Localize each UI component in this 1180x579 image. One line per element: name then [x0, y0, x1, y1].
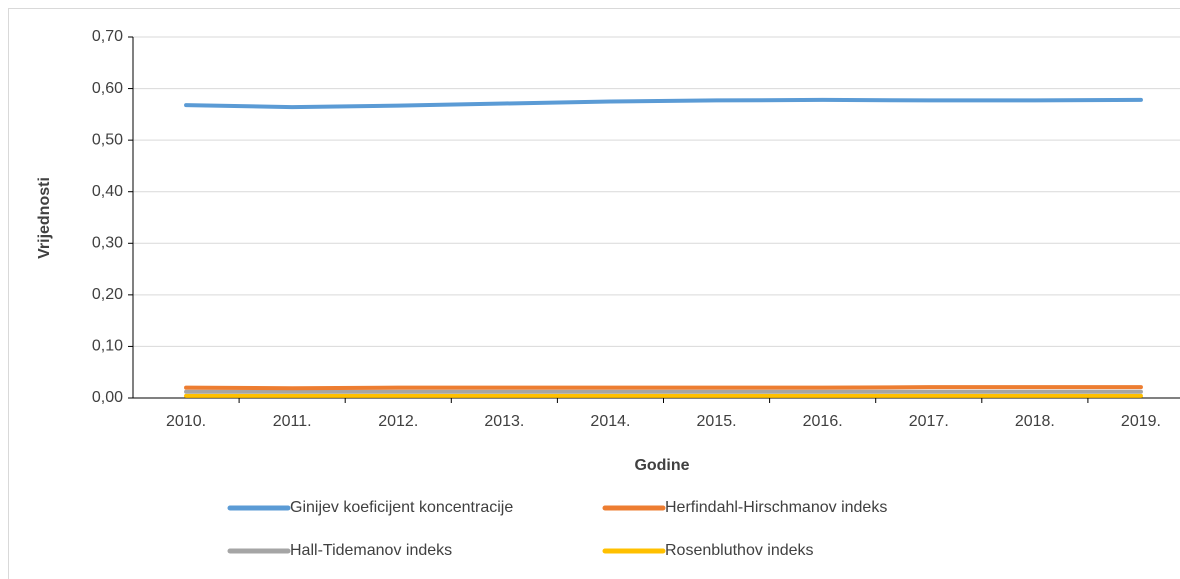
legend-label: Herfindahl-Hirschmanov indeks	[665, 499, 887, 516]
x-tick-label: 2010.	[166, 413, 206, 430]
y-tick-label: 0,00	[92, 389, 123, 406]
x-tick-label: 2016.	[803, 413, 843, 430]
x-tick-label: 2015.	[697, 413, 737, 430]
x-tick-label: 2013.	[484, 413, 524, 430]
legend-label: Hall-Tidemanov indeks	[290, 542, 452, 559]
y-tick-label: 0,60	[92, 80, 123, 97]
y-tick-label: 0,20	[92, 286, 123, 303]
y-tick-label: 0,70	[92, 28, 123, 45]
x-tick-label: 2018.	[1015, 413, 1055, 430]
x-tick-label: 2014.	[590, 413, 630, 430]
x-tick-label: 2011.	[273, 413, 312, 430]
series-line	[184, 97, 1143, 110]
x-tick-label: 2012.	[378, 413, 418, 430]
y-tick-label: 0,30	[92, 235, 123, 252]
y-tick-label: 0,40	[92, 183, 123, 200]
x-axis-label: Godine	[634, 457, 689, 474]
y-tick-label: 0,50	[92, 131, 123, 148]
y-axis-label: Vrijednosti	[36, 177, 53, 259]
x-tick-label: 2017.	[909, 413, 949, 430]
legend-label: Rosenbluthov indeks	[665, 542, 814, 559]
chart-frame	[8, 8, 1180, 579]
x-tick-label: 2019.	[1121, 413, 1161, 430]
legend-label: Ginijev koeficijent koncentracije	[290, 499, 513, 516]
series-line	[184, 385, 1143, 391]
y-tick-label: 0,10	[92, 338, 123, 355]
